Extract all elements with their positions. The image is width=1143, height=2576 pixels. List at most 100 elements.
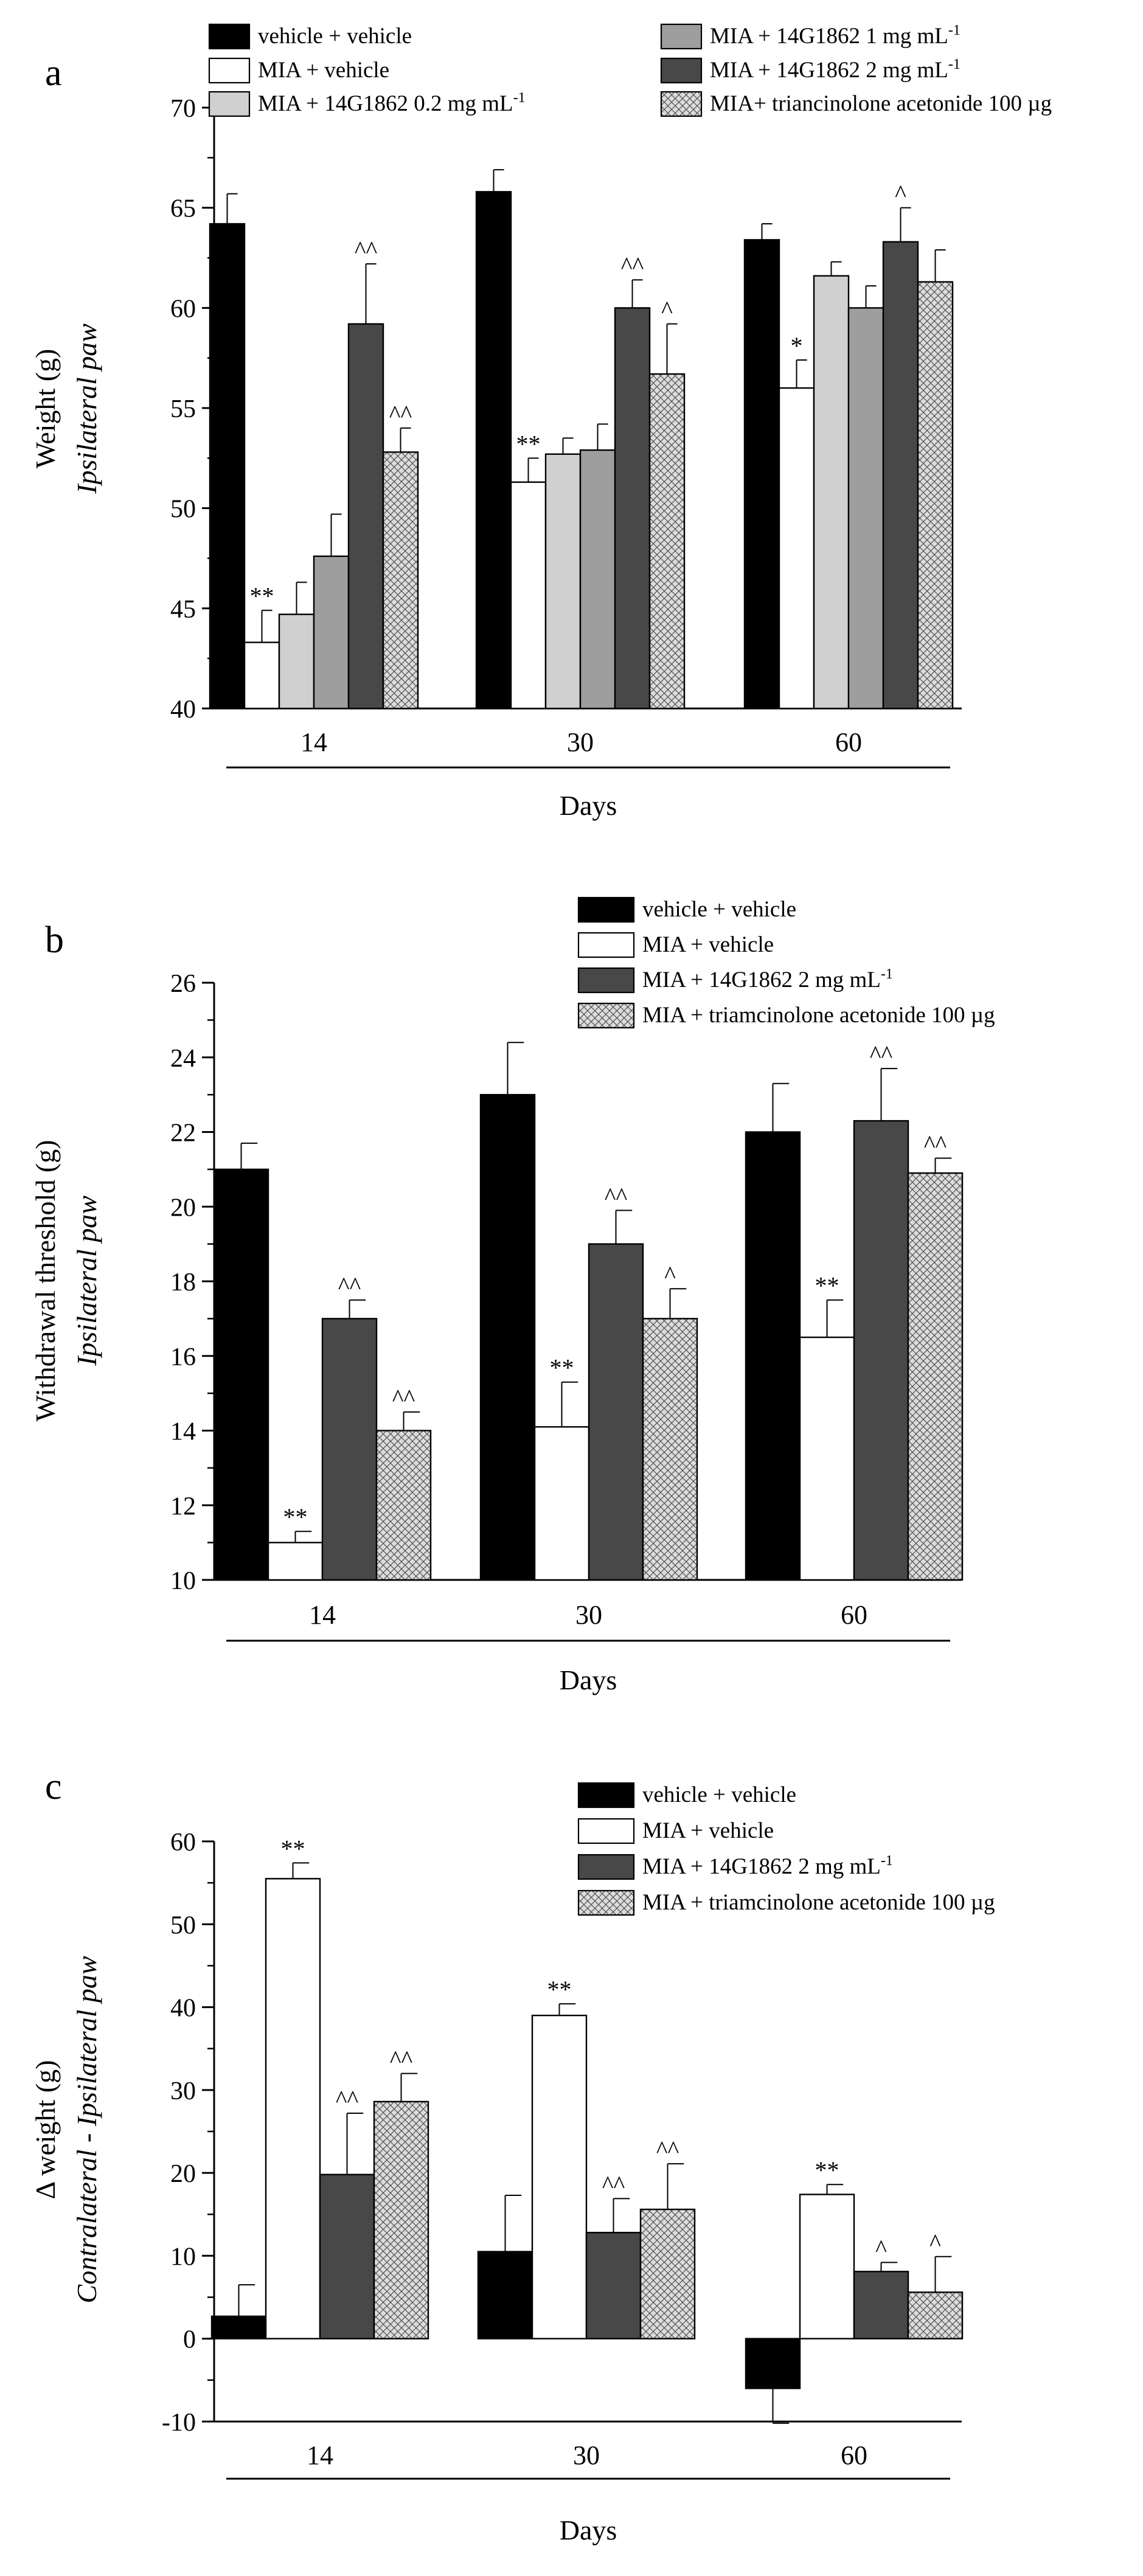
- bar: [475, 191, 512, 710]
- significance-mark: **: [815, 1272, 839, 1300]
- significance-mark: ^^: [389, 400, 412, 428]
- y-tick-label: 20: [170, 2160, 196, 2188]
- significance-mark: **: [815, 2156, 839, 2184]
- y-tick-label: 50: [170, 1911, 196, 1939]
- bar: [533, 1426, 590, 1581]
- legend-swatch: [660, 57, 703, 84]
- legend-label-text: MIA + 14G1862 2 mg mL: [642, 1854, 881, 1879]
- bar: [382, 451, 419, 710]
- bar: [639, 2208, 696, 2339]
- bar: [347, 323, 384, 710]
- bar: [375, 1430, 432, 1581]
- x-axis-title: Days: [560, 1664, 617, 1695]
- bar: [853, 2271, 909, 2339]
- bar: [778, 387, 815, 710]
- significance-mark: ^: [875, 2234, 887, 2262]
- legend-swatch: [577, 1002, 635, 1029]
- legend-label-text: MIA + vehicle: [642, 1818, 774, 1843]
- bar: [373, 2100, 429, 2339]
- panel-label: b: [45, 919, 64, 961]
- legend-swatch: [577, 896, 635, 923]
- significance-mark: ^^: [656, 2136, 679, 2163]
- legend-swatch: [208, 57, 251, 84]
- legend-label-text: MIA + triamcinolone acetonide 100 µg: [642, 1890, 995, 1915]
- legend-label-superscript: -1: [948, 57, 961, 72]
- significance-mark: ^^: [392, 1384, 415, 1411]
- y-tick-label: 24: [170, 1045, 196, 1073]
- bar: [477, 2251, 533, 2339]
- bar: [743, 239, 780, 710]
- significance-mark: ^^: [390, 2046, 413, 2073]
- significance-mark: **: [547, 1976, 572, 2003]
- bar: [544, 453, 582, 710]
- bar: [585, 2232, 642, 2339]
- legend-label: vehicle + vehicle: [642, 1782, 796, 1807]
- x-tick-label: 60: [841, 2440, 867, 2470]
- bar: [479, 1093, 536, 1581]
- y-tick-label: 45: [170, 595, 196, 623]
- legend-label: MIA+ triancinolone acetonide 100 µg: [710, 91, 1052, 116]
- bar: [319, 2173, 375, 2339]
- significance-mark: ^^: [338, 1272, 361, 1300]
- bar: [907, 1172, 964, 1581]
- legend-label: MIA + triamcinolone acetonide 100 µg: [642, 1003, 995, 1028]
- y-tick-label: 10: [170, 2243, 196, 2271]
- legend-label: MIA + vehicle: [642, 1818, 774, 1843]
- y-tick-label: 10: [170, 1567, 196, 1595]
- legend-label-superscript: -1: [513, 90, 526, 106]
- legend-label: MIA + vehicle: [258, 58, 389, 83]
- legend-label: vehicle + vehicle: [642, 897, 796, 922]
- legend-swatch: [577, 1818, 635, 1844]
- legend-label-text: vehicle + vehicle: [642, 897, 796, 922]
- panel-label: c: [45, 1766, 62, 1807]
- significance-mark: ^: [661, 296, 673, 324]
- legend-label-text: MIA + 14G1862 1 mg mL: [710, 24, 948, 49]
- legend-label: MIA + 14G1862 2 mg mL-1: [642, 1853, 893, 1879]
- bar: [799, 1336, 855, 1581]
- bar: [847, 307, 884, 710]
- y-tick-label: 22: [170, 1120, 196, 1148]
- bar: [267, 1542, 324, 1581]
- legend-swatch: [208, 91, 251, 117]
- significance-mark: **: [250, 583, 274, 610]
- significance-mark: ^: [929, 2229, 941, 2256]
- bar: [510, 481, 547, 710]
- legend-label-text: MIA + vehicle: [258, 58, 389, 83]
- bar: [213, 1168, 269, 1581]
- legend-label: vehicle + vehicle: [258, 24, 412, 49]
- x-tick-label: 30: [575, 1600, 602, 1630]
- y-axis-title: Withdrawal threshold (g): [30, 1140, 61, 1421]
- bar: [531, 2014, 588, 2339]
- bar: [642, 1318, 698, 1581]
- legend-label: MIA + 14G1862 2 mg mL-1: [642, 966, 893, 992]
- significance-mark: ^^: [355, 236, 378, 263]
- significance-mark: ^: [664, 1261, 676, 1288]
- bar: [588, 1243, 644, 1581]
- x-tick-label: 14: [301, 727, 327, 757]
- legend-label: MIA + vehicle: [642, 932, 774, 957]
- significance-mark: **: [550, 1354, 574, 1382]
- panel-label: a: [45, 52, 62, 94]
- y-axis-subtitle: Ipsilateral paw: [71, 324, 102, 494]
- y-axis-title: Weight (g): [30, 349, 61, 469]
- legend-label: MIA + triamcinolone acetonide 100 µg: [642, 1890, 995, 1915]
- bar: [907, 2291, 964, 2339]
- legend-label-text: vehicle + vehicle: [642, 1782, 796, 1807]
- bar: [917, 281, 954, 710]
- y-tick-label: 55: [170, 395, 196, 423]
- significance-mark: **: [283, 1503, 308, 1531]
- legend-label: MIA + 14G1862 2 mg mL-1: [710, 57, 961, 83]
- legend-label-text: MIA + vehicle: [642, 932, 774, 957]
- bar: [209, 223, 246, 710]
- y-tick-label: 30: [170, 2077, 196, 2105]
- significance-mark: ^^: [924, 1130, 947, 1157]
- y-tick-label: 60: [170, 1829, 196, 1857]
- legend-swatch: [208, 23, 251, 50]
- significance-mark: ^^: [336, 2085, 359, 2113]
- bar: [799, 2193, 855, 2339]
- x-tick-label: 30: [567, 727, 594, 757]
- legend-label-text: MIA + triamcinolone acetonide 100 µg: [642, 1003, 995, 1028]
